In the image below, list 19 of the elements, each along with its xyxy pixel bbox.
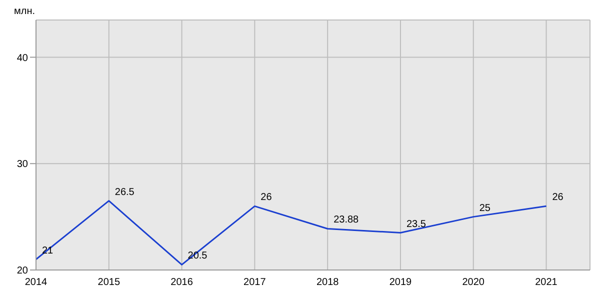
x-tick-label: 2019: [389, 277, 412, 288]
data-label: 23.5: [406, 218, 426, 230]
data-label: 26: [552, 192, 564, 204]
data-label: 26: [260, 192, 272, 204]
x-tick-label: 2020: [462, 277, 485, 288]
data-label: 23.88: [334, 214, 360, 226]
y-tick-label: 40: [16, 52, 28, 64]
x-tick-label: 2015: [98, 277, 120, 288]
x-tick-label: 2018: [316, 277, 340, 288]
data-label: 26.5: [114, 186, 135, 198]
x-tick-label: 2017: [244, 277, 266, 288]
x-tick-label: 2016: [170, 277, 194, 288]
y-tick-label: 20: [16, 266, 28, 277]
data-label: 25: [479, 202, 491, 214]
y-axis-title: млн.: [14, 6, 36, 17]
line-series: [36, 200, 548, 266]
x-tick-label: 2014: [24, 277, 48, 288]
y-tick-label: 30: [16, 159, 28, 170]
x-tick-label: 2021: [535, 277, 558, 288]
